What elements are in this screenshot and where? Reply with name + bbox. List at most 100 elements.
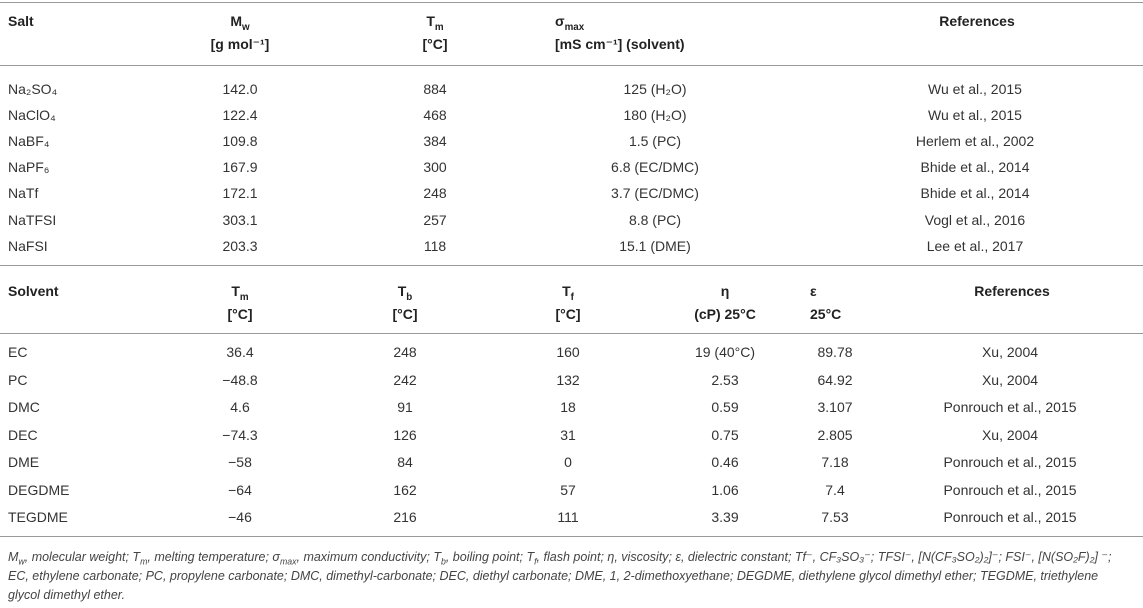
table-cell: 300 [423,159,447,176]
table-cell: 3.7 (EC/DMC) [611,185,699,202]
table-cell: Bhide et al., 2014 [920,159,1030,176]
table-cell: Xu, 2004 [981,344,1039,360]
subscript: m [140,556,148,567]
column-header: [°C] [555,305,580,323]
table-cell: 125 (H₂O) [623,81,687,97]
row-label: TEGDME [8,509,68,525]
bottom-rule [0,536,1143,537]
table-cell: Vogl et al., 2016 [924,211,1026,228]
table-cell: 3.39 [711,509,739,525]
table-cell: 1.5 (PC) [628,133,682,150]
table-cell: 84 [397,454,413,470]
table-cell: 248 [393,344,417,360]
table-cell: 248 [423,185,447,202]
table-cell: 111 [557,509,579,525]
table-cell: 303.1 [222,211,258,228]
table-cell: 3.107 [817,399,853,415]
text: [g mol⁻¹] [210,36,270,52]
row-label: Na₂SO₄ [8,81,58,97]
subscript: max [564,21,585,33]
text: (cP) 25°C [694,306,756,322]
text: , maximum conductivity; T [296,550,441,564]
table-cell: 384 [423,133,447,150]
table-cell: 162 [393,481,417,498]
subscript: f [570,291,574,303]
text: [°C] [227,306,253,322]
subscript: max [279,556,297,567]
table-cell: 118 [423,237,447,254]
table-cell: Wu et al., 2015 [928,81,1022,97]
row-label: EC [8,344,28,360]
row-label: NaFSI [8,237,48,254]
row-label: NaPF₆ [8,159,50,176]
subscript: m [239,291,249,303]
table-cell: 160 [556,344,580,360]
text: [mS cm⁻¹] (solvent) [555,36,685,52]
table-cell: 257 [423,211,447,228]
text: η [720,283,730,299]
subscript: w [242,21,250,33]
table-cell: Lee et al., 2017 [926,237,1024,254]
text: [°C] [422,36,448,52]
text: [°C] [392,306,418,322]
table-cell: 36.4 [226,344,254,360]
text: T [562,283,571,299]
table-cell: 109.8 [222,133,258,150]
column-header: Tm [231,282,249,303]
subscript: b [406,291,413,303]
table-cell: 242 [393,371,417,388]
table-cell: 19 (40°C) [694,344,756,360]
text: σ [555,13,565,29]
column-header: Tm [426,12,444,33]
row-label: NaClO₄ [8,107,56,124]
text: T [231,283,240,299]
table-cell: 180 (H₂O) [623,107,687,124]
text: , molecular weight; T [24,550,141,564]
text: 25°C [810,306,842,322]
table-cell: 4.6 [230,399,250,415]
text: , boiling point; T [445,550,535,564]
table-cell: Ponrouch et al., 2015 [943,454,1077,470]
row-label: DEC [8,426,38,443]
table-cell: Bhide et al., 2014 [920,185,1030,202]
table-cell: 884 [423,81,447,97]
row-label: DMC [8,399,40,415]
text: T [397,283,407,299]
row-label: DEGDME [8,481,70,498]
table-cell: 142.0 [222,81,258,97]
table-cell: Ponrouch et al., 2015 [943,481,1077,498]
text: [°C] [555,306,581,322]
table-cell: 1.06 [711,481,739,498]
text: Salt [8,13,34,29]
table-cell: −46 [228,509,252,525]
footnote: Mw, molecular weight; Tm, melting temper… [8,548,1133,605]
column-header: [°C] [422,35,447,53]
table-cell: 8.8 (PC) [628,211,682,228]
text: References [939,13,1015,29]
table-cell: 468 [423,107,447,124]
row-label: NaTf [8,185,39,202]
column-header: Mw [230,12,250,33]
column-header: References [974,282,1050,300]
table-cell: 18 [560,399,576,415]
table-cell: 2.805 [817,426,853,443]
text: , flash point; η, viscosity; ε, dielectr… [8,550,1112,602]
table-cell: 7.18 [821,454,849,470]
table-cell: 64.92 [817,371,853,388]
subscript: m [434,21,444,33]
table-cell: 6.8 (EC/DMC) [611,159,699,176]
table-cell: Ponrouch et al., 2015 [943,399,1077,415]
table-cell: 31 [560,426,576,443]
subscript: w [18,556,25,567]
column-header: Salt [8,12,34,30]
text: T [426,13,435,29]
subscript: b [440,556,446,567]
table-cell: 172.1 [222,185,258,202]
column-header: σmax [555,12,585,33]
column-header: Tf [562,282,574,303]
column-header: (cP) 25°C [694,305,756,323]
table-cell: −64 [228,481,252,498]
text: References [974,283,1050,299]
text: M [230,13,243,29]
